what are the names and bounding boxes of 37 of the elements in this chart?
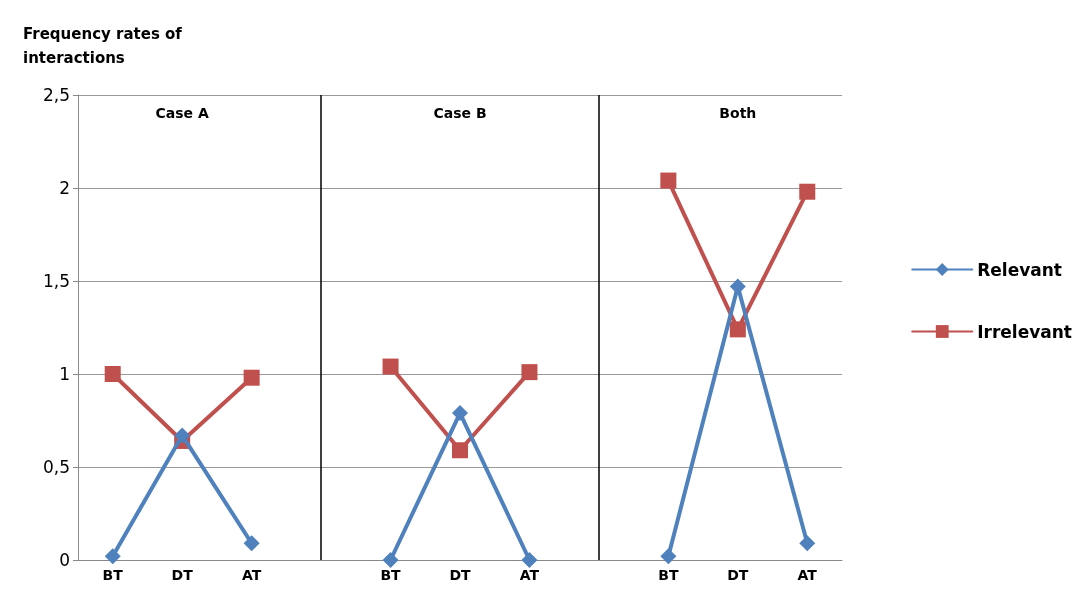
legend-label: Relevant — [977, 259, 1062, 280]
point — [799, 535, 816, 552]
x-tick-label: AT — [241, 567, 262, 583]
point — [521, 364, 538, 381]
y-tick-label: 2 — [59, 178, 70, 198]
x-tick-label: DT — [171, 567, 194, 583]
y-tick-label: 1,5 — [42, 271, 70, 291]
x-tick-label: DT — [449, 567, 472, 583]
x-tick-label: BT — [658, 567, 679, 583]
point — [660, 172, 677, 189]
point — [521, 552, 538, 568]
y-tick-label: 0 — [59, 550, 70, 570]
point — [104, 366, 121, 382]
point — [382, 552, 399, 568]
y-tick-label: 2,5 — [42, 85, 70, 105]
point — [174, 427, 191, 444]
point — [104, 548, 121, 565]
x-tick-label: DT — [727, 567, 749, 583]
x-tick-label: BT — [380, 567, 402, 583]
point — [452, 405, 468, 422]
y-tick-label: 0,5 — [42, 457, 70, 477]
point — [243, 535, 260, 552]
x-tick-label: BT — [102, 567, 124, 583]
point — [452, 442, 468, 459]
legend-label: Irrelevant — [977, 321, 1072, 342]
point — [382, 358, 399, 375]
point — [660, 548, 677, 565]
y-tick-label: 1 — [59, 364, 70, 384]
annotation: Case B — [433, 105, 487, 121]
point — [799, 183, 816, 200]
annotation: Case A — [155, 105, 209, 121]
annotation: Both — [719, 105, 757, 121]
y-axis-title: Frequency rates of interactions — [23, 25, 188, 67]
x-tick-label: AT — [519, 567, 540, 583]
point — [243, 369, 260, 386]
x-tick-label: AT — [797, 567, 818, 583]
point — [729, 321, 746, 338]
